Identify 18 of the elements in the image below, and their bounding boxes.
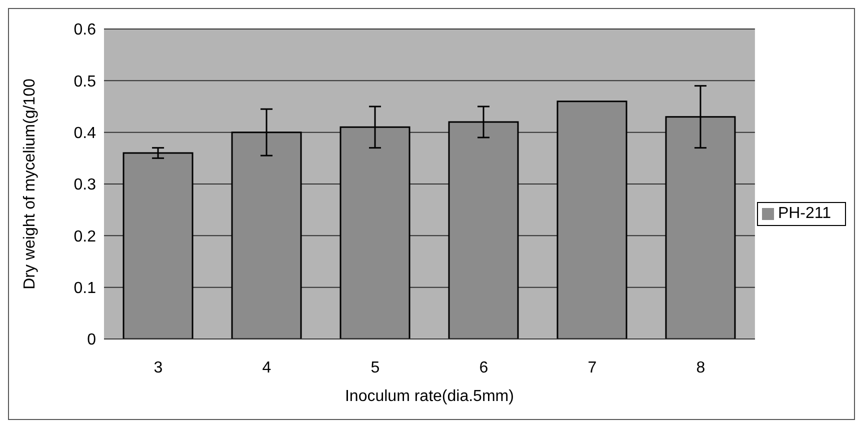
x-tick-label: 3 <box>154 359 163 376</box>
y-tick-label: 0 <box>87 332 96 349</box>
y-tick-label: 0.6 <box>74 22 96 39</box>
y-tick-label: 0.4 <box>74 125 96 142</box>
legend-label: PH-211 <box>778 205 831 222</box>
x-tick-label: 7 <box>588 359 597 376</box>
x-tick-label: 6 <box>479 359 488 376</box>
y-tick-label: 0.1 <box>74 280 96 298</box>
y-axis-title: Dry weight of mycelium(g/100 <box>22 78 39 290</box>
bar <box>122 152 194 339</box>
x-tick-label: 4 <box>262 359 272 376</box>
x-tick-label: 5 <box>370 359 380 376</box>
x-tick-label: 8 <box>696 359 706 376</box>
y-tick-label: 0.5 <box>74 73 96 90</box>
y-tick-label: 0.2 <box>74 228 96 246</box>
y-tick-label: 0.3 <box>74 176 96 194</box>
x-axis-title: Inoculum rate(dia.5mm) <box>344 388 514 405</box>
bar <box>556 100 628 339</box>
